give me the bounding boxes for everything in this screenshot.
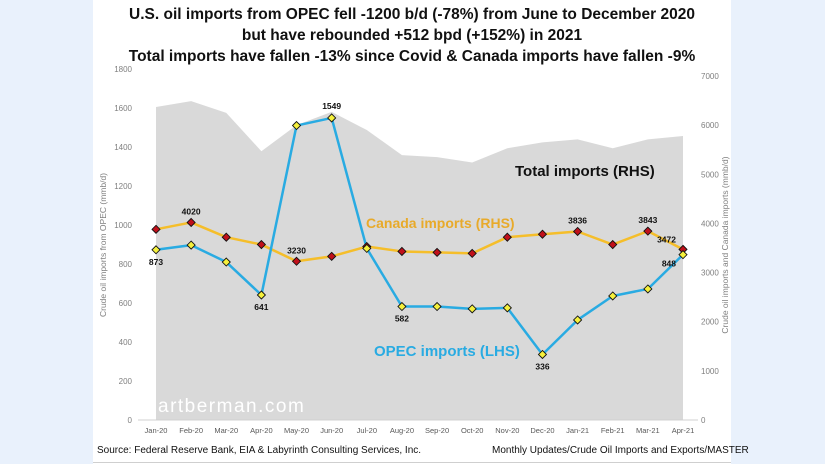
source-note: Source: Federal Reserve Bank, EIA & Laby…: [97, 445, 422, 456]
x-axis-tick-label: Jul-20: [357, 426, 377, 435]
series-lines-layer: [155, 116, 684, 356]
canada-imports-line: [155, 221, 684, 263]
opec-imports-data-label: 582: [395, 314, 409, 324]
x-axis-tick-label: Jan-20: [145, 426, 168, 435]
canada-imports-point: [537, 229, 548, 239]
canada-imports-point: [221, 232, 231, 242]
opec-imports-data-label: 336: [535, 361, 549, 371]
opec-imports-point: [362, 243, 372, 254]
opec-imports-data-label: 641: [254, 302, 268, 312]
x-axis-tick-label: Apr-21: [672, 426, 695, 435]
opec-imports-point: [327, 113, 337, 123]
canada-imports-data-label: 3230: [287, 245, 306, 255]
canada-imports-data-label: 3836: [568, 215, 587, 225]
opec-imports-point: [572, 315, 583, 325]
right-axis-tick-label: 5000: [701, 170, 719, 179]
x-axis-tick-label: Mar-20: [214, 426, 238, 435]
opec-imports-point: [537, 349, 548, 360]
opec-imports-point: [256, 290, 267, 300]
canada-imports-point: [186, 217, 196, 228]
x-axis-tick-label: May-20: [284, 426, 309, 435]
canada-imports-data-label: 3843: [638, 215, 657, 225]
opec-imports-data-label: 873: [149, 257, 163, 267]
opec-imports-point: [397, 301, 407, 312]
right-axis-tick-label: 6000: [701, 121, 719, 130]
left-axis-tick-label: 800: [119, 260, 133, 269]
axes-layer: 0 200 400 600 800 1000 1200 1400 1600 1800 0 1000 20…: [114, 65, 719, 435]
canada-imports-point: [608, 239, 618, 250]
left-axis-tick-label: 200: [119, 377, 133, 386]
x-axis-tick-label: Jun-20: [320, 426, 343, 435]
opec-imports-point: [151, 245, 161, 255]
chart-title: U.S. oil imports from OPEC fell -1200 b/…: [93, 4, 731, 67]
canada-imports-point: [432, 247, 442, 258]
left-axis-tick-label: 400: [119, 338, 133, 347]
x-axis-tick-label: Apr-20: [250, 426, 273, 435]
canada-imports-point: [643, 226, 653, 236]
title-line-2: but have rebounded +512 bpd (+152%) in 2…: [241, 27, 583, 44]
left-axis-tick-label: 600: [119, 299, 133, 308]
series-markers-layer: [151, 113, 688, 360]
canada-imports-series-label: Canada imports (RHS): [366, 215, 515, 231]
opec-imports-point: [678, 250, 688, 260]
opec-imports-point: [502, 303, 512, 313]
opec-imports-series-label: OPEC imports (LHS): [374, 343, 520, 360]
left-axis-tick-label: 0: [128, 416, 133, 425]
opec-imports-point: [432, 301, 442, 312]
right-axis-title: Crude oil imports and Canada imports (mm…: [720, 156, 730, 333]
canada-imports-point: [151, 224, 161, 234]
left-axis-tick-label: 1000: [114, 221, 132, 230]
footer-divider: [93, 462, 731, 463]
left-axis-tick-label: 1600: [114, 104, 132, 113]
canada-imports-point: [572, 226, 583, 237]
left-axis-tick-label: 1200: [114, 182, 132, 191]
file-path-note: Monthly Updates/Crude Oil Imports and Ex…: [492, 445, 749, 456]
x-axis-tick-label: Feb-21: [601, 426, 625, 435]
title-line-1: U.S. oil imports from OPEC fell -1200 b/…: [129, 6, 695, 23]
x-axis-tick-label: Nov-20: [495, 426, 519, 435]
opec-imports-line: [155, 116, 684, 356]
right-axis-tick-label: 4000: [701, 219, 719, 228]
right-axis-tick-label: 0: [701, 416, 706, 425]
total-imports-area: [156, 101, 683, 420]
opec-imports-point: [643, 284, 653, 294]
opec-imports-point: [186, 240, 196, 250]
opec-imports-point: [221, 257, 231, 267]
left-axis-title: Crude oil imports from OPEC (mmb/d): [98, 173, 108, 317]
x-axis-tick-label: Aug-20: [390, 426, 414, 435]
canada-imports-point: [467, 248, 477, 259]
canada-imports-data-label: 3472: [657, 234, 676, 244]
title-line-3: Total imports have fallen -13% since Cov…: [128, 48, 696, 65]
opec-imports-point: [291, 120, 302, 131]
watermark: artberman.com: [158, 396, 305, 417]
x-axis-tick-label: Feb-20: [179, 426, 203, 435]
opec-imports-data-label: 848: [662, 259, 676, 269]
x-axis-tick-label: Jan-21: [566, 426, 589, 435]
x-axis-tick-label: Mar-21: [636, 426, 660, 435]
canada-imports-point: [327, 251, 337, 261]
canada-imports-point: [397, 246, 407, 257]
total-imports-series-label: Total imports (RHS): [515, 163, 655, 180]
x-axis-tick-label: Dec-20: [530, 426, 554, 435]
x-axis-tick-label: Oct-20: [461, 426, 484, 435]
canada-imports-point: [256, 239, 267, 250]
opec-imports-point: [608, 291, 618, 301]
canada-imports-point: [502, 232, 512, 242]
opec-imports-point: [467, 304, 477, 314]
right-axis-tick-label: 3000: [701, 269, 719, 278]
canada-imports-point: [291, 256, 302, 266]
right-axis-tick-label: 2000: [701, 318, 719, 327]
left-axis-tick-label: 1800: [114, 65, 132, 74]
x-axis-tick-label: Sep-20: [425, 426, 449, 435]
canada-imports-data-label: 4020: [182, 206, 201, 216]
left-axis-tick-label: 1400: [114, 143, 132, 152]
total-imports-area-layer: [156, 101, 683, 420]
opec-imports-data-label: 1549: [322, 101, 341, 111]
right-axis-tick-label: 1000: [701, 367, 719, 376]
right-axis-tick-label: 7000: [701, 72, 719, 81]
